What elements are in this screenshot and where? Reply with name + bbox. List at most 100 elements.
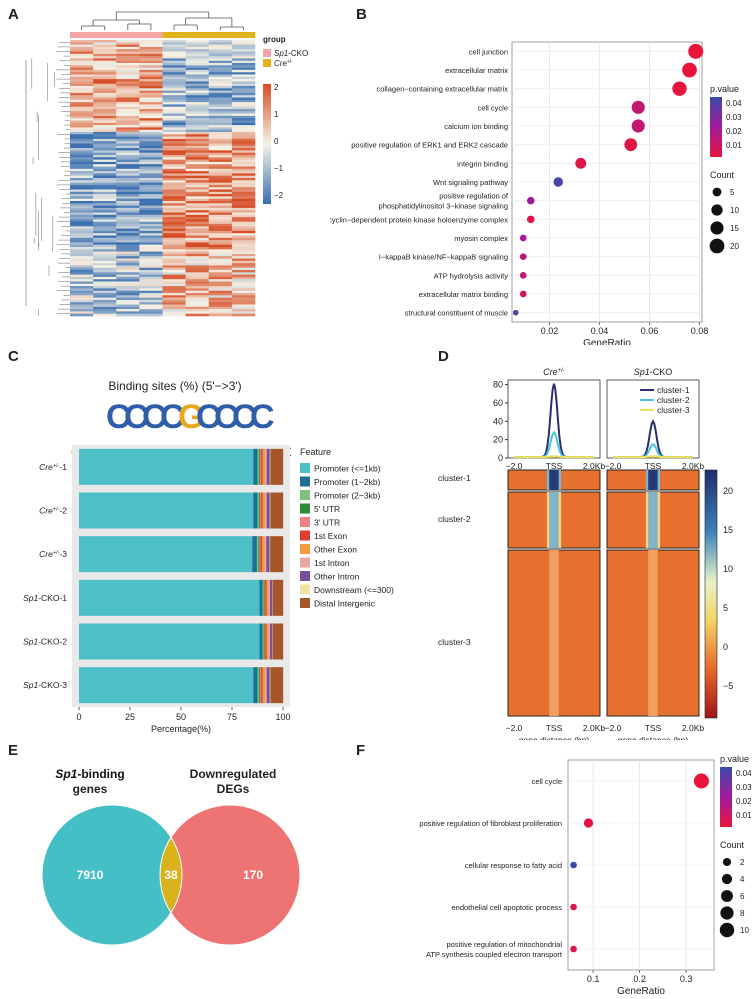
heatmap-cell xyxy=(93,143,117,147)
group-annotation-cell xyxy=(231,32,256,38)
heatmap-cell xyxy=(185,148,210,151)
heatmap-cell xyxy=(139,304,163,308)
motif-letter: C xyxy=(106,398,131,436)
heatmap-cell xyxy=(116,148,140,151)
heatmap-cell xyxy=(116,173,140,176)
stacked-bar-segment xyxy=(268,623,271,660)
heatmap-cell xyxy=(185,42,210,45)
heatmap-cell xyxy=(70,49,94,52)
heatmap-cell xyxy=(231,134,256,137)
heatmap-cell xyxy=(93,152,117,156)
feature-legend-swatch xyxy=(300,557,310,568)
heatmap-cell xyxy=(231,265,256,268)
heatmap-cell xyxy=(93,196,117,199)
heatmap-cell xyxy=(139,228,163,232)
heatmap-cell xyxy=(185,304,210,308)
heatmap-cell xyxy=(116,194,140,197)
feature-legend-label: 1st Intron xyxy=(314,558,350,568)
heatmap-cell xyxy=(208,297,233,301)
heatmap-cell xyxy=(231,171,256,174)
heatmap-signal-strip xyxy=(551,470,555,490)
heatmap-cell xyxy=(208,290,233,294)
feature-legend-swatch xyxy=(300,571,310,581)
heatmap-cell xyxy=(93,226,117,229)
heatmap-cell xyxy=(162,132,186,135)
heatmap-cell xyxy=(116,67,140,71)
motif-letter: C xyxy=(160,398,185,436)
heatmap-cell xyxy=(116,109,140,112)
heatmap-cell xyxy=(116,159,140,163)
term-dot xyxy=(624,138,638,152)
heatmap-signal-strip xyxy=(645,470,649,490)
heatmap-cell xyxy=(70,205,94,209)
heatmap-cell xyxy=(231,42,256,45)
heatmap-cell xyxy=(93,46,117,50)
heatmap-cell xyxy=(139,40,163,43)
heatmap-cell xyxy=(70,51,94,55)
heatmap-cell xyxy=(231,201,256,204)
colorbar-tick-label: 2 xyxy=(274,83,279,92)
heatmap-cell xyxy=(231,235,256,239)
feature-legend-swatch xyxy=(300,517,310,527)
heatmap-cell xyxy=(139,143,163,147)
heatmap-cell xyxy=(93,295,117,298)
heatmap-cell xyxy=(93,274,117,278)
heatmap-cell xyxy=(162,53,186,57)
venn-left-title: Sp1-binding xyxy=(55,767,124,781)
stacked-bar-segment xyxy=(270,536,284,573)
heatmap-cell xyxy=(116,233,140,236)
heatmap-cell xyxy=(93,42,117,45)
heatmap-cell xyxy=(70,132,94,135)
heatmap-cell xyxy=(116,171,140,174)
stacked-bar-segment xyxy=(266,536,270,573)
term-dot xyxy=(526,215,535,224)
heatmap-cell xyxy=(185,226,210,229)
heatmap-cell xyxy=(70,104,94,107)
heatmap-cell xyxy=(139,235,163,239)
count-legend-dot xyxy=(710,221,724,235)
venn-right-title-line2: DEGs xyxy=(217,782,250,796)
heatmap-cell xyxy=(162,293,186,296)
heatmap-cell xyxy=(162,194,186,197)
profile-column-title: Cre+/- xyxy=(543,367,565,377)
heatmap-cell xyxy=(208,189,233,193)
heatmap-cell xyxy=(139,237,163,241)
sample-label: Sp1-CKO-1 xyxy=(23,593,67,603)
heatmap-cell xyxy=(139,187,163,190)
heatmap-cell xyxy=(231,180,256,183)
heatmap-cell xyxy=(93,115,117,119)
heatmap-cell xyxy=(93,304,117,308)
heatmap-cell xyxy=(231,198,256,202)
heatmap-cell xyxy=(208,265,233,268)
heatmap-cell xyxy=(185,104,210,107)
heatmap-cell xyxy=(70,157,94,160)
heatmap-cell xyxy=(93,240,117,243)
heatmap-cell xyxy=(185,276,210,280)
panel-label-a: A xyxy=(8,6,19,23)
heatmap-cell xyxy=(116,161,140,165)
heatmap-cell xyxy=(231,166,256,170)
term-dot xyxy=(553,177,563,187)
heatmap-cell xyxy=(93,49,117,52)
heatmap-cell xyxy=(231,295,256,298)
heatmap-cell xyxy=(185,253,210,257)
heatmap-cell xyxy=(185,49,210,52)
heatmap-cell xyxy=(93,155,117,158)
heatmap-cell xyxy=(162,256,186,259)
heatmap-cell xyxy=(93,97,117,101)
heatmap-cell xyxy=(139,279,163,282)
heatmap-cell xyxy=(231,138,256,142)
heatmap-cell xyxy=(231,145,256,149)
heatmap-cell xyxy=(185,293,210,296)
heatmap-cell xyxy=(70,120,94,124)
heatmap-cell xyxy=(208,125,233,128)
count-legend-label: 10 xyxy=(730,206,739,215)
heatmap-cell xyxy=(185,189,210,193)
heatmap-cell xyxy=(208,224,233,227)
pvalue-tick-label: 0.02 xyxy=(726,127,742,136)
heatmap-cell xyxy=(70,265,94,268)
heatmap-cell xyxy=(70,235,94,239)
heatmap-cell xyxy=(162,152,186,156)
heatmap-cell xyxy=(208,270,233,273)
heatmap-cell xyxy=(185,235,210,239)
